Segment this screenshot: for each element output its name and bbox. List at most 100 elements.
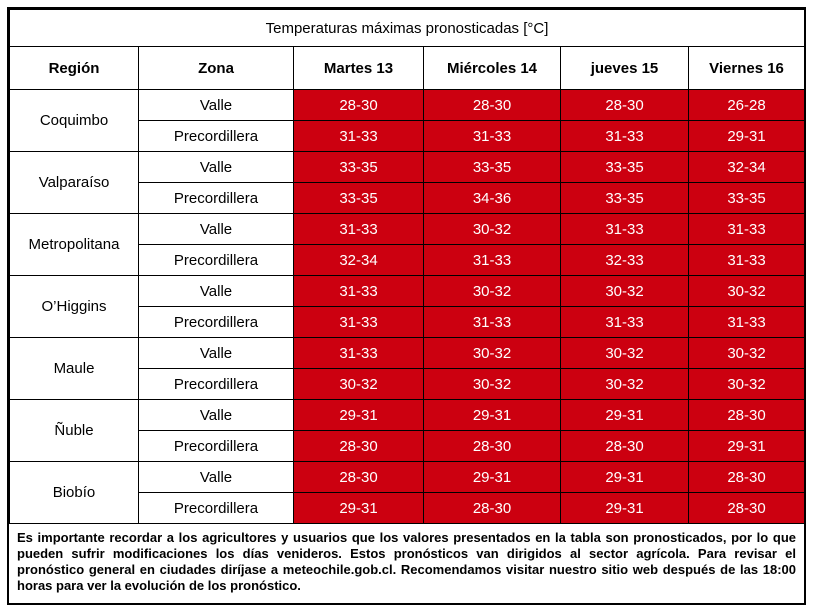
- temperature-cell: 31-33: [560, 306, 689, 338]
- temperature-cell: 30-32: [688, 337, 805, 369]
- temperature-cell: 33-35: [688, 182, 805, 214]
- temperature-cell: 29-31: [560, 399, 689, 431]
- temperature-cell: 30-32: [423, 368, 561, 400]
- zone-cell: Precordillera: [138, 182, 294, 214]
- temperature-cell: 29-31: [423, 461, 561, 493]
- header-day-3: jueves 15: [560, 46, 689, 90]
- temperature-cell: 30-32: [423, 337, 561, 369]
- temperature-cell: 30-32: [560, 368, 689, 400]
- table-row: Biobío Valle 28-30 29-31 29-31 28-30: [9, 461, 805, 524]
- zone-cell: Valle: [138, 461, 294, 493]
- region-cell: Biobío: [9, 461, 139, 524]
- table-row: Precordillera 29-31 28-30 29-31 28-30: [10, 492, 805, 524]
- temperature-cell: 28-30: [688, 399, 805, 431]
- temperature-cell: 33-35: [293, 182, 424, 214]
- temperature-cell: 31-33: [423, 244, 561, 276]
- region-cell: Metropolitana: [9, 213, 139, 276]
- header-day-4: Viernes 16: [688, 46, 805, 90]
- table-row: Maule Valle 31-33 30-32 30-32 30-32: [9, 337, 805, 400]
- table-row: O’Higgins Valle 31-33 30-32 30-32 30-32: [9, 275, 805, 338]
- temperature-cell: 31-33: [293, 120, 424, 152]
- zone-cell: Valle: [138, 213, 294, 245]
- temperature-cell: 31-33: [423, 306, 561, 338]
- temperature-cell: 32-34: [688, 151, 805, 183]
- temperature-cell: 31-33: [423, 120, 561, 152]
- temperature-cell: 33-35: [560, 151, 689, 183]
- temperature-cell: 28-30: [688, 461, 805, 493]
- temperature-cell: 31-33: [688, 244, 805, 276]
- zone-cell: Precordillera: [138, 244, 294, 276]
- table-row: Precordillera 33-35 34-36 33-35 33-35: [10, 182, 805, 214]
- table-body: Coquimbo Valle 28-30 28-30 28-30 26-28 Precord…: [9, 89, 805, 524]
- temperature-cell: 33-35: [560, 182, 689, 214]
- header-day-2: Miércoles 14: [423, 46, 561, 90]
- table-row: Valparaíso Valle 33-35 33-35 33-35 32-34: [9, 151, 805, 214]
- temperature-cell: 29-31: [293, 492, 424, 524]
- zone-cell: Valle: [138, 275, 294, 307]
- header-zona: Zona: [138, 46, 294, 90]
- temperature-cell: 29-31: [560, 461, 689, 493]
- temperature-cell: 30-32: [560, 275, 689, 307]
- temperature-cell: 31-33: [560, 120, 689, 152]
- region-cell: Valparaíso: [9, 151, 139, 214]
- temperature-cell: 28-30: [293, 461, 424, 493]
- temperature-cell: 29-31: [423, 399, 561, 431]
- table-row: Precordillera 32-34 31-33 32-33 31-33: [10, 244, 805, 276]
- temperature-cell: 28-30: [423, 89, 561, 121]
- zone-cell: Valle: [138, 399, 294, 431]
- table-title: Temperaturas máximas pronosticadas [°C]: [9, 9, 805, 47]
- temperature-cell: 30-32: [293, 368, 424, 400]
- temperature-cell: 31-33: [293, 213, 424, 245]
- temperature-cell: 31-33: [688, 213, 805, 245]
- temperature-cell: 32-34: [293, 244, 424, 276]
- temperature-cell: 26-28: [688, 89, 805, 121]
- temperature-cell: 30-32: [688, 368, 805, 400]
- temperature-cell: 30-32: [688, 275, 805, 307]
- temperature-cell: 31-33: [293, 306, 424, 338]
- forecast-table: Temperaturas máximas pronosticadas [°C] …: [9, 9, 805, 524]
- disclaimer-note: Es importante recordar a los agricultore…: [17, 530, 796, 593]
- temperature-cell: 33-35: [423, 151, 561, 183]
- header-region: Región: [9, 46, 139, 90]
- temperature-cell: 28-30: [423, 430, 561, 462]
- temperature-cell: 30-32: [423, 213, 561, 245]
- temperature-cell: 31-33: [688, 306, 805, 338]
- temperature-cell: 30-32: [560, 337, 689, 369]
- zone-cell: Valle: [138, 337, 294, 369]
- region-cell: O’Higgins: [9, 275, 139, 338]
- temperature-cell: 33-35: [293, 151, 424, 183]
- temperature-cell: 31-33: [293, 337, 424, 369]
- zone-cell: Precordillera: [138, 306, 294, 338]
- table-row: Metropolitana Valle 31-33 30-32 31-33 31-33: [9, 213, 805, 276]
- table-row: Ñuble Valle 29-31 29-31 29-31 28-30: [9, 399, 805, 462]
- table-row: Coquimbo Valle 28-30 28-30 28-30 26-28: [9, 89, 805, 152]
- zone-cell: Precordillera: [138, 120, 294, 152]
- temperature-cell: 31-33: [560, 213, 689, 245]
- region-cell: Coquimbo: [9, 89, 139, 152]
- zone-cell: Precordillera: [138, 368, 294, 400]
- temperature-cell: 32-33: [560, 244, 689, 276]
- temperature-cell: 28-30: [560, 89, 689, 121]
- temperature-cell: 28-30: [293, 430, 424, 462]
- zone-cell: Precordillera: [138, 492, 294, 524]
- table-row: Precordillera 28-30 28-30 28-30 29-31: [10, 430, 805, 462]
- zone-cell: Valle: [138, 89, 294, 121]
- temperature-cell: 29-31: [560, 492, 689, 524]
- temperature-cell: 28-30: [560, 430, 689, 462]
- temperature-cell: 29-31: [688, 120, 805, 152]
- temperature-cell: 28-30: [423, 492, 561, 524]
- temperature-cell: 31-33: [293, 275, 424, 307]
- region-cell: Maule: [9, 337, 139, 400]
- table-row: Precordillera 31-33 31-33 31-33 31-33: [10, 306, 805, 338]
- table-row: Precordillera 31-33 31-33 31-33 29-31: [10, 120, 805, 152]
- forecast-frame: Temperaturas máximas pronosticadas [°C] …: [7, 7, 806, 605]
- temperature-cell: 28-30: [293, 89, 424, 121]
- region-cell: Ñuble: [9, 399, 139, 462]
- temperature-cell: 28-30: [688, 492, 805, 524]
- temperature-cell: 30-32: [423, 275, 561, 307]
- zone-cell: Precordillera: [138, 430, 294, 462]
- temperature-cell: 34-36: [423, 182, 561, 214]
- temperature-cell: 29-31: [688, 430, 805, 462]
- zone-cell: Valle: [138, 151, 294, 183]
- temperature-cell: 29-31: [293, 399, 424, 431]
